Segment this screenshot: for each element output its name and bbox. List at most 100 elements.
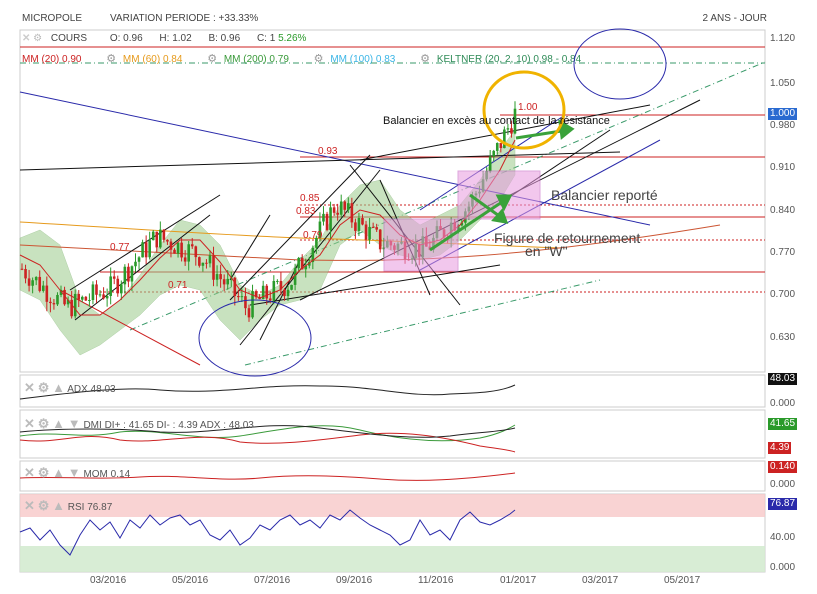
indicator-mm60[interactable]: MM (60) 0.84: [122, 54, 183, 65]
date-tick: 09/2016: [336, 575, 373, 586]
ohlc-row: ✕ ⚙ COURS O: 0.96 H: 1.02 B: 0.96 C: 1 5…: [22, 33, 306, 44]
candle-body: [343, 201, 347, 210]
gear-icon[interactable]: ⚙: [313, 53, 324, 65]
candle-body: [127, 266, 130, 282]
candle-body: [31, 280, 34, 286]
series-label: COURS: [50, 33, 88, 44]
blue-ellipse: [198, 299, 312, 377]
candle-body: [375, 227, 378, 230]
arrow-down-icon[interactable]: ▼: [67, 416, 81, 431]
mm60-line: [19, 221, 561, 249]
gear-icon[interactable]: ⚙: [33, 33, 43, 44]
candle-body: [56, 294, 59, 305]
candle-body: [219, 274, 222, 280]
candle-body: [123, 266, 127, 285]
arrow-down-icon[interactable]: ▼: [67, 465, 81, 480]
candle-body: [120, 284, 123, 294]
gear-icon[interactable]: ⚙: [207, 53, 218, 65]
candle-body: [190, 244, 194, 247]
candle-body: [73, 293, 77, 317]
gear-icon[interactable]: ⚙: [420, 53, 431, 65]
candle-body: [215, 274, 219, 280]
candle-body: [332, 207, 336, 213]
period-label[interactable]: 2 ANS - JOUR: [702, 13, 767, 24]
arrow-up-icon[interactable]: ▲: [52, 498, 65, 513]
level-label-0-71: 0.71: [168, 280, 188, 291]
candle-body: [95, 284, 98, 295]
candle-body: [80, 296, 84, 300]
candle-body: [137, 257, 141, 262]
candle-body: [180, 242, 183, 258]
candle-body: [233, 277, 237, 297]
dmi-label: DMI: [83, 420, 102, 431]
dmi-header: ✕ ⚙ ▲ ▼ DMI DI+ : 41.65 DI- : 4.39 ADX :…: [24, 416, 254, 432]
close-icon[interactable]: ✕: [24, 380, 35, 395]
candle-body: [361, 218, 364, 225]
rsi-overbought-zone: [20, 494, 765, 517]
keltner-upper: [129, 61, 766, 331]
candle-body: [339, 201, 343, 215]
indicator-mm200[interactable]: MM (200) 0.79: [223, 54, 289, 65]
adx-tag: 48.03: [768, 373, 798, 385]
candle-body: [84, 296, 88, 301]
adx-header: ✕ ⚙ ▲ ADX 48.03: [24, 380, 116, 396]
gear-icon[interactable]: ⚙: [106, 53, 117, 65]
candle-body: [166, 239, 169, 242]
close-icon[interactable]: ✕: [24, 465, 35, 480]
candle-body: [268, 298, 272, 301]
candle-body: [460, 222, 464, 226]
annotation-figure-w-line1: Figure de retournement: [494, 230, 641, 246]
candle-body: [265, 285, 269, 299]
candle-body: [162, 229, 166, 240]
candle-body: [286, 289, 290, 297]
candle-body: [357, 218, 361, 231]
close-icon[interactable]: ✕: [24, 416, 35, 431]
arrow-up-icon[interactable]: ▲: [52, 380, 65, 395]
date-tick: 05/2016: [172, 575, 209, 586]
annotation-balancier-reporte: Balancier reporté: [551, 187, 658, 203]
rsi-label: RSI: [67, 502, 85, 513]
arrow-up-icon[interactable]: ▲: [52, 416, 65, 431]
dmi-panel-frame: [19, 409, 766, 459]
candle-body: [368, 226, 371, 240]
candle-body: [350, 203, 354, 223]
candle-body: [20, 268, 24, 270]
gear-icon[interactable]: ⚙: [37, 380, 50, 395]
date-tick: 03/2017: [582, 575, 619, 586]
gear-icon[interactable]: ⚙: [37, 465, 50, 480]
candle-body: [311, 247, 315, 263]
candle-body: [144, 242, 148, 258]
close-icon[interactable]: ✕: [22, 33, 31, 44]
candle-body: [155, 231, 159, 248]
price-tick: 0.630: [770, 332, 796, 343]
rsi-header: ✕ ⚙ ▲ RSI 76.87: [24, 498, 112, 514]
indicator-mm100[interactable]: MM (100) 0.83: [330, 54, 396, 65]
adx-axis-tick: 0.000: [770, 398, 796, 409]
mom-value: 0.14: [110, 469, 131, 480]
arrow-up-icon[interactable]: ▲: [52, 465, 65, 480]
dmi-plus-tag: 41.65: [768, 418, 798, 430]
level-label-0-85: 0.85: [300, 193, 320, 204]
candle-body: [194, 246, 198, 258]
mm200-line: [19, 224, 721, 261]
candle-body: [52, 303, 56, 305]
mom-panel-frame: [19, 460, 766, 492]
close-icon[interactable]: ✕: [24, 498, 35, 513]
mom-label: MOM: [83, 469, 108, 480]
gear-icon[interactable]: ⚙: [37, 416, 50, 431]
indicator-mm20[interactable]: MM (20) 0.90: [22, 54, 82, 65]
candle-body: [488, 156, 492, 172]
candle-body: [159, 229, 162, 248]
level-label-1-00: 1.00: [518, 102, 538, 113]
price-tick: 0.910: [770, 162, 796, 173]
candle-body: [112, 276, 116, 279]
candle-body: [237, 296, 240, 298]
gear-icon[interactable]: ⚙: [37, 498, 50, 513]
mom-line: [19, 472, 516, 481]
candle-body: [24, 269, 27, 279]
rsi-oversold-zone: [20, 546, 765, 572]
candle-body: [77, 293, 81, 300]
indicator-keltner[interactable]: KELTNER (20, 2, 10) 0.98 - 0.84: [436, 54, 582, 65]
mom-axis-tick: 0.000: [770, 479, 796, 490]
